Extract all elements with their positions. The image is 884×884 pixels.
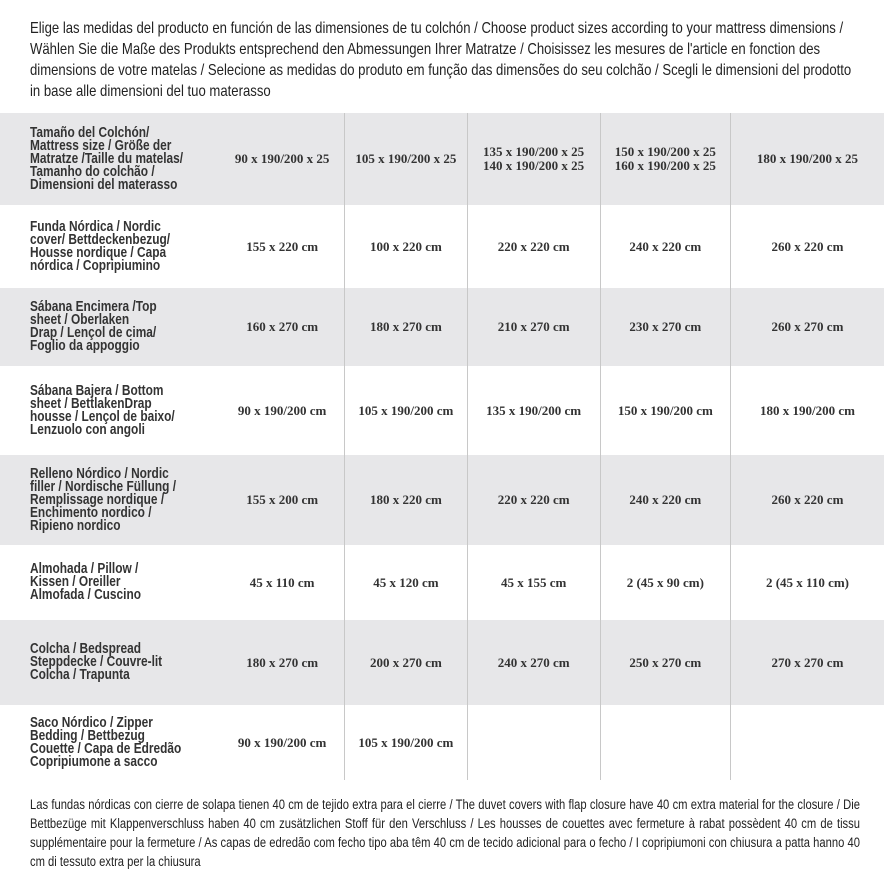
size-cell: 105 x 190/200 cm	[344, 366, 466, 455]
intro-text: Elige las medidas del producto en funció…	[30, 20, 852, 100]
table-row: Relleno Nórdico / Nordic filler / Nordis…	[0, 455, 884, 545]
size-cell: 150 x 190/200 x 25 160 x 190/200 x 25	[599, 113, 730, 205]
size-cell: 240 x 220 cm	[599, 205, 730, 288]
size-cell: 180 x 190/200 x 25	[729, 113, 884, 205]
row-label-text: Saco Nórdico / Zipper Bedding / Bettbezu…	[30, 714, 182, 770]
size-cell: 180 x 190/200 cm	[729, 366, 884, 455]
size-cell	[466, 705, 600, 780]
row-label-text: Sábana Encimera /Top sheet / Oberlaken D…	[30, 299, 157, 354]
size-cell: 2 (45 x 90 cm)	[599, 545, 730, 620]
size-cell: 135 x 190/200 cm	[466, 366, 600, 455]
size-cell: 180 x 270 cm	[344, 288, 466, 366]
size-cell: 230 x 270 cm	[599, 288, 730, 366]
size-table: Tamaño del Colchón/ Mattress size / Größ…	[0, 113, 884, 780]
size-cell	[599, 705, 730, 780]
footnote: Las fundas nórdicas con cierre de solapa…	[30, 797, 860, 869]
size-cell: 210 x 270 cm	[466, 288, 600, 366]
size-cell: 45 x 155 cm	[466, 545, 600, 620]
table-row: Sábana Bajera / Bottom sheet / Bettlaken…	[0, 366, 884, 455]
size-cell: 105 x 190/200 cm	[344, 705, 466, 780]
size-cell: 90 x 190/200 x 25	[234, 151, 330, 166]
size-cell	[729, 705, 884, 780]
size-cell: 200 x 270 cm	[344, 620, 466, 705]
size-cell: 240 x 270 cm	[466, 620, 600, 705]
size-cell: 250 x 270 cm	[599, 620, 730, 705]
row-label: Sábana Encimera /Top sheet / Oberlaken D…	[0, 288, 220, 366]
table-row: Funda Nórdica / Nordic cover/ Bettdecken…	[0, 205, 884, 288]
size-cell: 180 x 270 cm	[246, 654, 319, 670]
size-cell: 45 x 110 cm	[249, 574, 315, 590]
size-cell: 180 x 220 cm	[344, 455, 466, 545]
row-label: Relleno Nórdico / Nordic filler / Nordis…	[0, 455, 220, 545]
size-cell: 220 x 220 cm	[466, 205, 600, 288]
size-cell: 260 x 220 cm	[729, 205, 884, 288]
size-cell: 150 x 190/200 cm	[599, 366, 730, 455]
row-label: Saco Nórdico / Zipper Bedding / Bettbezu…	[0, 705, 220, 780]
row-label: Sábana Bajera / Bottom sheet / Bettlaken…	[0, 366, 220, 455]
table-row: Saco Nórdico / Zipper Bedding / Bettbezu…	[0, 705, 884, 780]
size-cell: 90 x 190/200 cm	[237, 402, 327, 418]
size-cell: 105 x 190/200 x 25	[344, 113, 466, 205]
size-cell: 2 (45 x 110 cm)	[729, 545, 884, 620]
row-label: Funda Nórdica / Nordic cover/ Bettdecken…	[0, 205, 220, 288]
size-cell: 270 x 270 cm	[729, 620, 884, 705]
row-label: Colcha / Bedspread Steppdecke / Couvre-l…	[0, 620, 220, 705]
size-cell: 155 x 200 cm	[246, 492, 319, 507]
table-header-row: Tamaño del Colchón/ Mattress size / Größ…	[0, 113, 884, 205]
row-label-text: Funda Nórdica / Nordic cover/ Bettdecken…	[30, 218, 171, 274]
size-cell: 100 x 220 cm	[344, 205, 466, 288]
size-cell: 220 x 220 cm	[466, 455, 600, 545]
row-label: Almohada / Pillow / Kissen / Oreiller Al…	[0, 545, 220, 620]
size-cell: 260 x 270 cm	[729, 288, 884, 366]
size-cell: 240 x 220 cm	[599, 455, 730, 545]
row-label-text: Colcha / Bedspread Steppdecke / Couvre-l…	[30, 641, 163, 683]
table-row: Colcha / Bedspread Steppdecke / Couvre-l…	[0, 620, 884, 705]
row-label-text: Sábana Bajera / Bottom sheet / Bettlaken…	[30, 382, 175, 438]
size-cell: 260 x 220 cm	[729, 455, 884, 545]
size-cell: 90 x 190/200 cm	[237, 734, 327, 750]
size-cell: 45 x 120 cm	[344, 545, 466, 620]
size-cell: 160 x 270 cm	[246, 319, 319, 334]
row-label: Tamaño del Colchón/ Mattress size / Größ…	[0, 113, 220, 205]
table-row: Almohada / Pillow / Kissen / Oreiller Al…	[0, 545, 884, 620]
table-row: Sábana Encimera /Top sheet / Oberlaken D…	[0, 288, 884, 366]
row-label-text: Tamaño del Colchón/ Mattress size / Größ…	[30, 124, 184, 193]
row-label-text: Relleno Nórdico / Nordic filler / Nordis…	[30, 465, 176, 534]
size-cell: 155 x 220 cm	[246, 238, 319, 254]
size-cell: 135 x 190/200 x 25 140 x 190/200 x 25	[466, 113, 600, 205]
row-label-text: Almohada / Pillow / Kissen / Oreiller Al…	[30, 561, 141, 603]
